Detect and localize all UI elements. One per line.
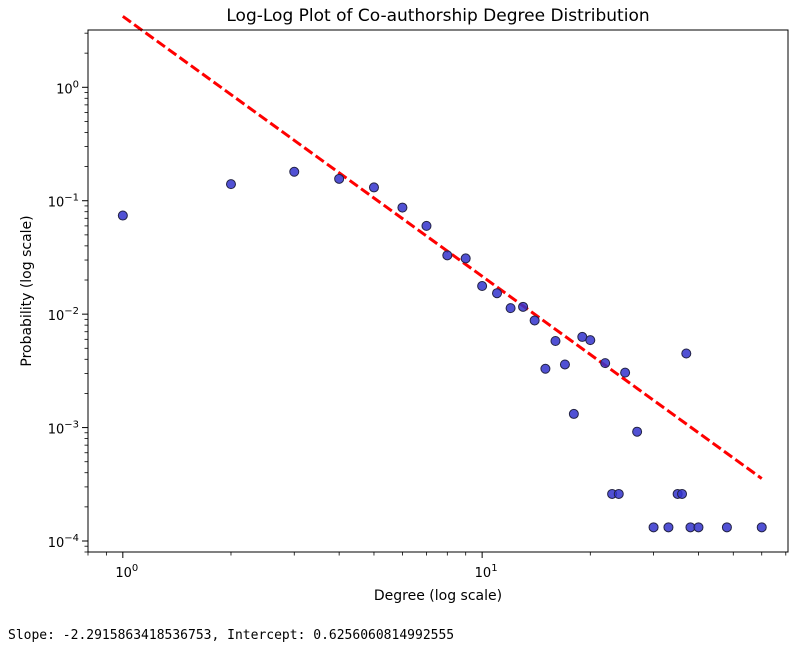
regression-output-text: Slope: -2.2915863418536753, Intercept: 0…: [8, 628, 455, 643]
fit-line-layer: [121, 15, 763, 480]
x-axis-label: Degree (log scale): [374, 588, 502, 604]
y-tick-label: 10−2: [48, 306, 79, 324]
data-point: [568, 408, 579, 419]
data-point: [334, 173, 345, 184]
data-point: [620, 367, 631, 378]
axis-layer: 100 101 10−4 10−3 10−2 10−1 100: [48, 32, 787, 581]
data-points-layer: [117, 166, 767, 533]
data-point: [559, 359, 570, 370]
data-point: [585, 335, 596, 346]
data-point: [677, 488, 688, 499]
data-point: [505, 303, 516, 314]
data-point: [421, 220, 432, 231]
data-point: [600, 358, 611, 369]
data-point: [550, 335, 561, 346]
data-point: [460, 253, 471, 264]
data-point: [442, 250, 453, 261]
log-log-chart: Log-Log Plot of Co-authorship Degree Dis…: [19, 6, 789, 604]
data-point: [492, 288, 503, 299]
data-point: [663, 522, 674, 533]
data-point: [721, 522, 732, 533]
data-point: [117, 210, 128, 221]
plot-frame: [87, 29, 789, 553]
data-point: [756, 522, 767, 533]
y-tick-label: 100: [56, 79, 79, 97]
data-point: [681, 348, 692, 359]
data-point: [225, 179, 236, 190]
data-point: [289, 166, 300, 177]
data-point: [368, 182, 379, 193]
data-point: [613, 488, 624, 499]
y-tick-label: 10−1: [48, 193, 79, 211]
y-tick-label: 10−3: [48, 420, 79, 438]
data-point: [540, 363, 551, 374]
data-point: [529, 315, 540, 326]
fit-line: [121, 15, 763, 480]
data-point: [648, 522, 659, 533]
y-axis-label: Probability (log scale): [19, 215, 35, 366]
data-point: [632, 426, 643, 437]
data-point: [518, 301, 529, 312]
data-point: [693, 522, 704, 533]
x-tick-label: 100: [115, 563, 138, 581]
x-tick-label: 101: [475, 563, 498, 581]
chart-title: Log-Log Plot of Co-authorship Degree Dis…: [226, 6, 649, 26]
data-point: [397, 202, 408, 213]
y-tick-label: 10−4: [48, 533, 79, 551]
data-point: [477, 281, 488, 292]
